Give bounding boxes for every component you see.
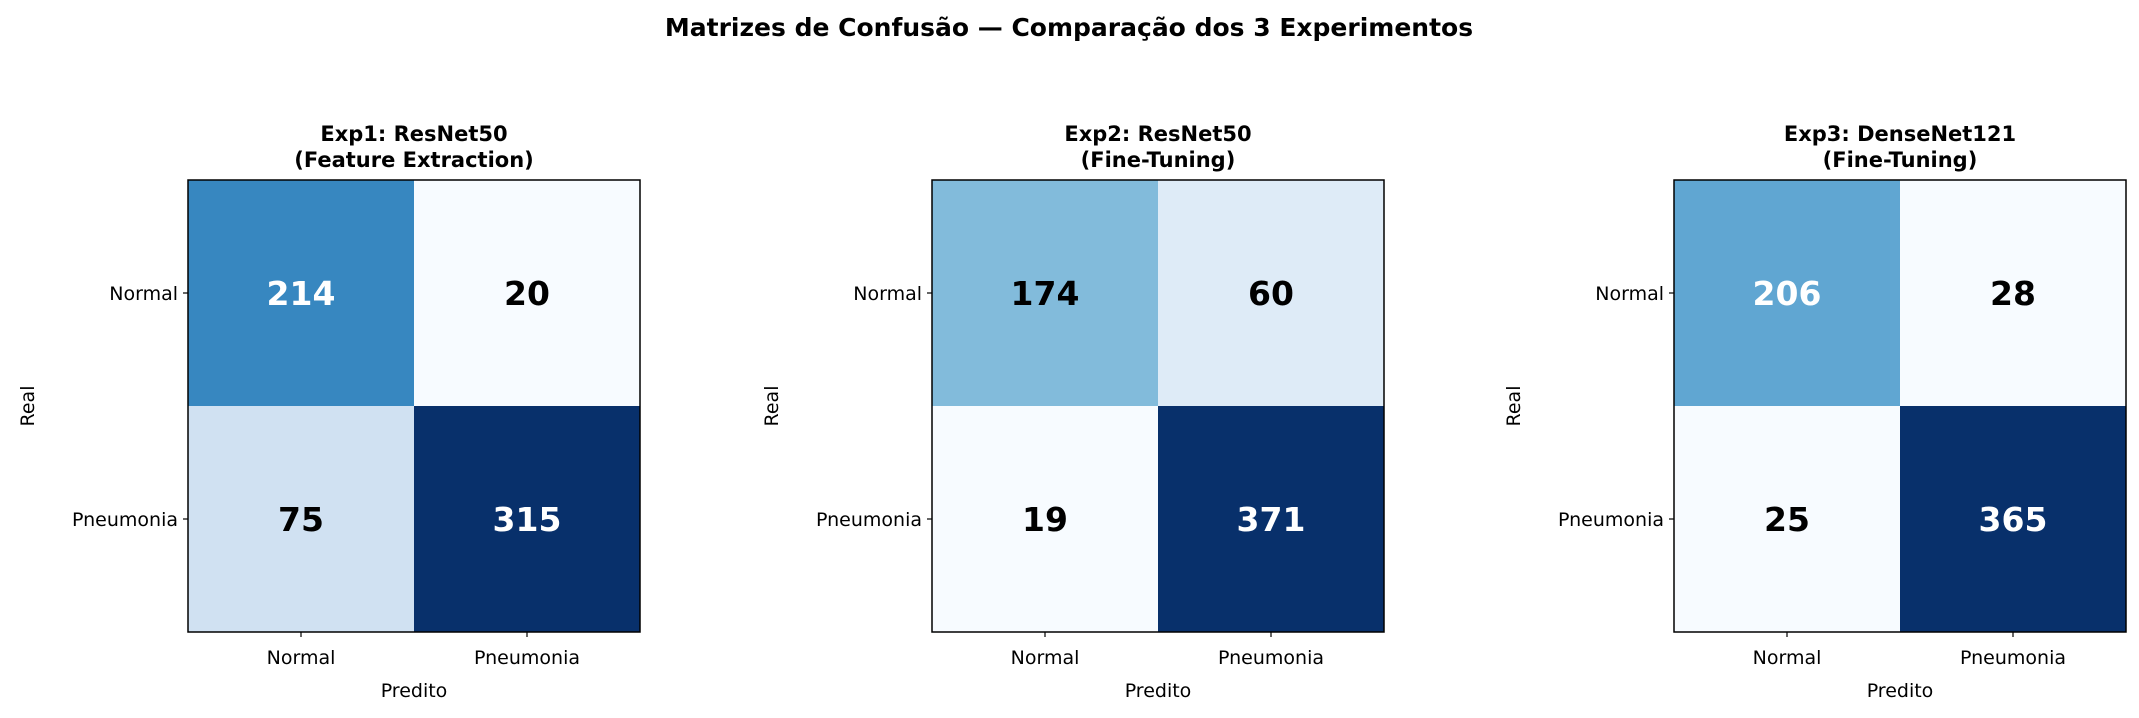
cell-value-label: 371 (1237, 500, 1306, 539)
panel-title: (Fine-Tuning) (1823, 148, 1978, 172)
axes-frame (187, 179, 641, 633)
matrix-cell (188, 406, 414, 632)
panel-title: (Feature Extraction) (294, 148, 534, 172)
matrix-cell (1900, 180, 2126, 406)
matrix-cell (1158, 406, 1384, 632)
x-tick-label: Normal (267, 647, 336, 669)
matrix-cell (414, 180, 640, 406)
figure-title: Matrizes de Confusão — Comparação dos 3 … (665, 13, 1473, 42)
matrix-cell (1158, 180, 1384, 406)
cell-value-label: 19 (1022, 500, 1068, 539)
y-tick-label: Normal (853, 283, 922, 305)
x-axis-label: Predito (381, 680, 448, 702)
matrix-cell (414, 406, 640, 632)
cell-value-label: 20 (504, 274, 550, 313)
panel-title: Exp1: ResNet50 (320, 122, 507, 146)
y-tick-label: Normal (1595, 283, 1664, 305)
x-tick-label: Normal (1753, 647, 1822, 669)
cell-value-label: 174 (1011, 274, 1080, 313)
y-axis-label: Real (1503, 386, 1525, 427)
y-tick-label: Pneumonia (72, 509, 178, 531)
x-tick-label: Pneumonia (1960, 647, 2066, 669)
cell-value-label: 365 (1979, 500, 2048, 539)
cell-value-label: 28 (1990, 274, 2036, 313)
cell-value-label: 214 (267, 274, 336, 313)
matrix-cell (1674, 180, 1900, 406)
y-tick-label: Pneumonia (1558, 509, 1664, 531)
cell-value-label: 60 (1248, 274, 1294, 313)
x-tick-label: Normal (1011, 647, 1080, 669)
y-axis-label: Real (17, 386, 39, 427)
x-tick-label: Pneumonia (474, 647, 580, 669)
y-axis-label: Real (761, 386, 783, 427)
confusion-matrix-panel: Exp1: ResNet50(Feature Extraction) 214 20 7… (17, 122, 641, 702)
confusion-matrix-panel: Exp2: ResNet50(Fine-Tuning) 174 60 19 371 Nor… (761, 122, 1385, 702)
cell-value-label: 75 (278, 500, 324, 539)
cell-value-label: 206 (1753, 274, 1822, 313)
matrix-cell (188, 180, 414, 406)
matrix-cell (1674, 406, 1900, 632)
y-tick-label: Pneumonia (816, 509, 922, 531)
panel-title: (Fine-Tuning) (1081, 148, 1236, 172)
confusion-matrix-panel: Exp3: DenseNet121(Fine-Tuning) 206 28 25 365… (1503, 122, 2127, 702)
matrix-cell (932, 406, 1158, 632)
y-tick-label: Normal (109, 283, 178, 305)
axes-frame (1673, 179, 2127, 633)
panel-title: Exp2: ResNet50 (1064, 122, 1251, 146)
cell-value-label: 315 (493, 500, 562, 539)
x-axis-label: Predito (1867, 680, 1934, 702)
axes-frame (931, 179, 1385, 633)
matrix-cell (932, 180, 1158, 406)
matrix-cell (1900, 406, 2126, 632)
x-axis-label: Predito (1125, 680, 1192, 702)
cell-value-label: 25 (1764, 500, 1810, 539)
x-tick-label: Pneumonia (1218, 647, 1324, 669)
panel-title: Exp3: DenseNet121 (1784, 122, 2016, 146)
